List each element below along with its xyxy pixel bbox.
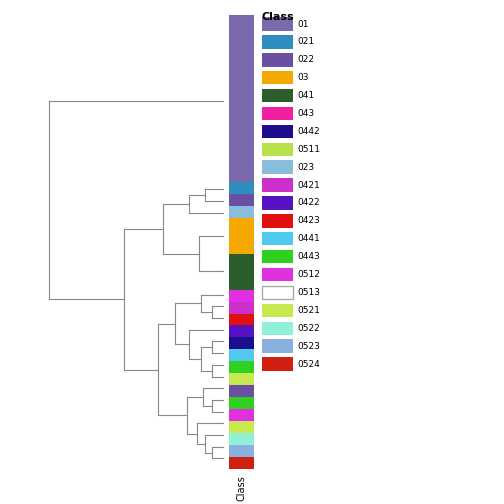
Bar [262,232,293,245]
Text: Class: Class [262,12,294,22]
Bar [262,357,293,371]
Bar [262,250,293,264]
Bar [262,214,293,228]
Text: 0442: 0442 [297,127,320,136]
Bar [229,337,254,349]
Text: 0523: 0523 [297,342,321,351]
Text: 021: 021 [297,37,314,46]
Bar [262,322,293,335]
Text: 0422: 0422 [297,199,320,208]
Text: 01: 01 [297,20,309,29]
Bar [262,143,293,156]
Bar [229,290,254,301]
Text: 023: 023 [297,163,314,172]
Bar [262,17,293,31]
Bar [262,53,293,67]
Text: 022: 022 [297,55,314,65]
Text: Class: Class [236,476,246,501]
Bar [262,303,293,317]
Text: 0513: 0513 [297,288,321,297]
Bar [229,361,254,373]
Bar [262,107,293,120]
Bar [229,182,254,194]
Bar [262,35,293,49]
Bar [229,206,254,218]
Text: 0511: 0511 [297,145,321,154]
Bar [229,194,254,206]
Text: 0522: 0522 [297,324,320,333]
Bar [229,409,254,421]
Bar [229,457,254,469]
Text: 0443: 0443 [297,252,320,261]
Bar [262,89,293,102]
Bar [229,326,254,337]
Bar [262,286,293,299]
Bar [229,373,254,385]
Bar [262,178,293,192]
Bar [229,349,254,361]
Bar [262,160,293,174]
Text: 041: 041 [297,91,314,100]
Bar [262,196,293,210]
Text: 0423: 0423 [297,216,320,225]
Text: 0512: 0512 [297,270,321,279]
Bar [262,71,293,85]
Bar [229,421,254,433]
Bar [229,385,254,397]
Bar [229,15,254,182]
Bar [262,339,293,353]
Bar [262,268,293,281]
Bar [229,313,254,326]
Text: 0421: 0421 [297,180,320,190]
Bar [229,254,254,290]
Bar [229,433,254,445]
Bar [229,445,254,457]
Text: 043: 043 [297,109,314,118]
Bar [229,301,254,313]
Text: 0441: 0441 [297,234,320,243]
Bar [229,218,254,254]
Text: 0524: 0524 [297,359,320,368]
Text: 0521: 0521 [297,306,321,315]
Text: 03: 03 [297,73,309,82]
Bar [229,397,254,409]
Bar [262,124,293,138]
